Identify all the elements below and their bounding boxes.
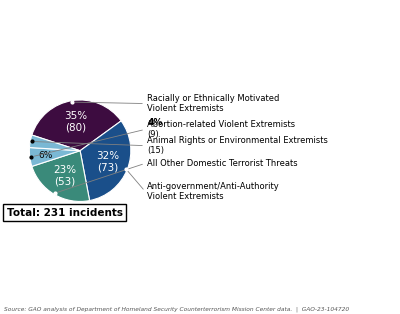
Text: 4%: 4%	[147, 118, 162, 127]
Text: 35%
(80): 35% (80)	[64, 111, 87, 133]
Wedge shape	[80, 121, 131, 201]
Wedge shape	[32, 100, 121, 151]
Wedge shape	[29, 148, 80, 166]
Text: Total: 231 incidents: Total: 231 incidents	[6, 208, 122, 218]
Text: Source: GAO analysis of Department of Homeland Security Counterterrorism Mission: Source: GAO analysis of Department of Ho…	[4, 307, 349, 312]
Text: 6%: 6%	[39, 150, 53, 160]
Text: All Other Domestic Terrorist Threats: All Other Domestic Terrorist Threats	[147, 159, 298, 168]
Wedge shape	[32, 151, 90, 202]
Text: 23%
(53): 23% (53)	[54, 165, 77, 187]
Text: 32%
(73): 32% (73)	[96, 151, 119, 172]
Text: Animal Rights or Environmental Extremists
(15): Animal Rights or Environmental Extremist…	[147, 136, 328, 155]
Text: Racially or Ethnically Motivated
Violent Extremists: Racially or Ethnically Motivated Violent…	[147, 94, 280, 113]
Text: Abortion-related Violent Extremists
(9): Abortion-related Violent Extremists (9)	[147, 120, 295, 139]
Wedge shape	[30, 135, 80, 151]
Text: Anti-government/Anti-Authority
Violent Extremists: Anti-government/Anti-Authority Violent E…	[147, 181, 280, 201]
